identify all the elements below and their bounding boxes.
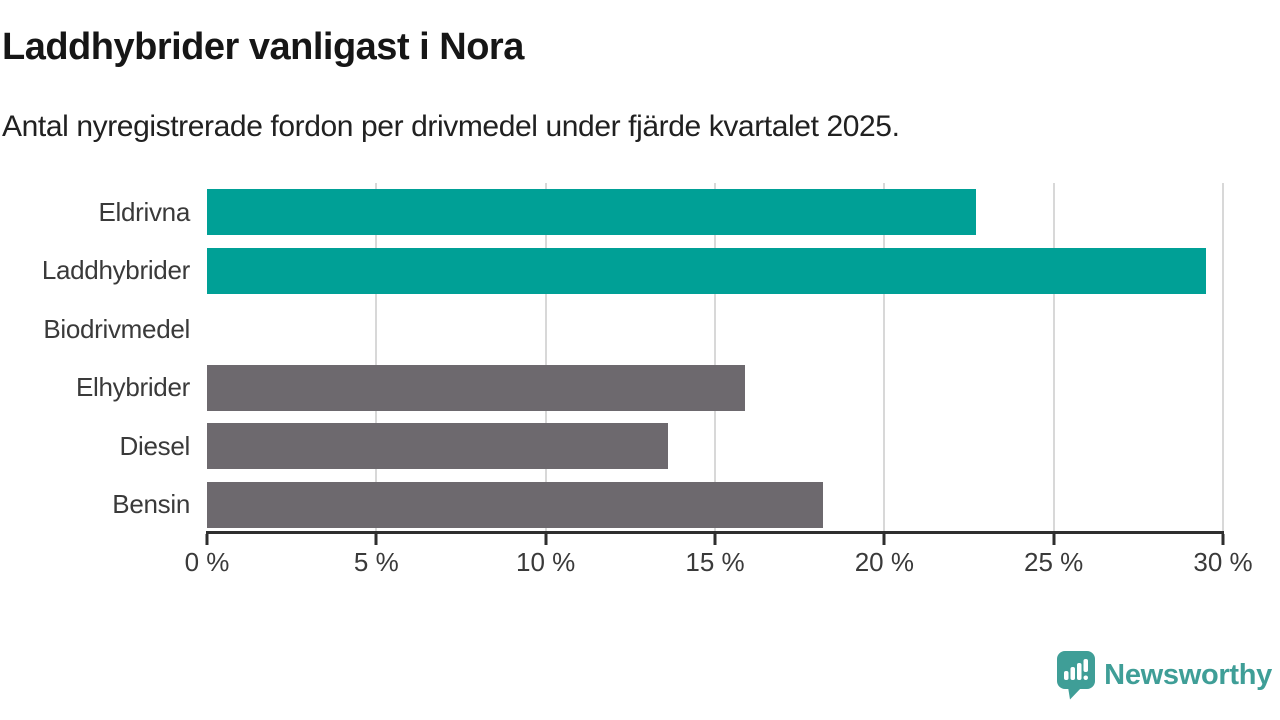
plot-area: 0 % 5 % 10 % 15 % 20 % 25 % 30 % [185, 183, 1253, 577]
bar-row-laddhybrider [207, 242, 1223, 301]
category-label-diesel: Diesel [119, 430, 191, 461]
x-axis-tick-20 [882, 534, 886, 545]
x-axis-line [206, 531, 1224, 534]
gridline-30 [1222, 183, 1224, 531]
gridline-10 [544, 183, 547, 531]
chart-subtitle: Antal nyregistrerade fordon per drivmede… [2, 110, 900, 143]
x-axis-tick-label-20: 20 % [854, 547, 914, 577]
x-axis-tick-15 [713, 534, 717, 545]
bar-row-bensin [207, 476, 1223, 535]
x-axis-tick-label-0: 0 % [184, 547, 230, 577]
chart-title: Laddhybrider vanligast i Nora [2, 26, 524, 68]
newsworthy-logo: Newsworthy [1057, 651, 1272, 700]
x-axis-tick-30 [1221, 534, 1225, 545]
x-axis-tick-25 [1052, 534, 1056, 545]
gridline-25 [1052, 183, 1055, 531]
bar-row-diesel [207, 417, 1223, 476]
newsworthy-wordmark: Newsworthy [1104, 659, 1272, 691]
bar-chart: Eldrivna Laddhybrider Biodrivmedel Elhybrid… [0, 183, 1253, 577]
bar-bensin [207, 481, 824, 528]
gridline-15 [714, 183, 716, 531]
bar-row-elhybrider [207, 359, 1223, 418]
bar-row-eldrivna [207, 183, 1223, 242]
x-axis-tick-5 [374, 534, 378, 545]
bar-elhybrider [207, 364, 746, 411]
newsworthy-icon [1057, 651, 1096, 700]
category-label-bensin: Bensin [112, 489, 190, 520]
bar-diesel [207, 423, 668, 469]
x-axis-tick-label-10: 10 % [516, 547, 576, 577]
x-axis-tick-0 [205, 534, 209, 545]
bar-row-biodrivmedel [207, 300, 1223, 359]
gridline-5 [375, 183, 378, 531]
category-label-laddhybrider: Laddhybrider [41, 255, 190, 286]
x-axis-tick-label-25: 25 % [1024, 547, 1084, 577]
category-labels: Eldrivna Laddhybrider Biodrivmedel Elhybrid… [0, 183, 190, 534]
x-axis-tick-10 [544, 534, 548, 545]
gridline-20 [883, 183, 886, 531]
category-label-eldrivna: Eldrivna [98, 196, 190, 227]
x-axis-tick-label-5: 5 % [353, 547, 399, 577]
x-axis-tick-label-15: 15 % [685, 547, 745, 577]
category-label-elhybrider: Elhybrider [75, 372, 190, 403]
bar-eldrivna [207, 189, 976, 235]
bar-laddhybrider [207, 247, 1207, 294]
x-axis-tick-label-30: 30 % [1193, 547, 1253, 577]
category-label-biodrivmedel: Biodrivmedel [43, 313, 190, 344]
